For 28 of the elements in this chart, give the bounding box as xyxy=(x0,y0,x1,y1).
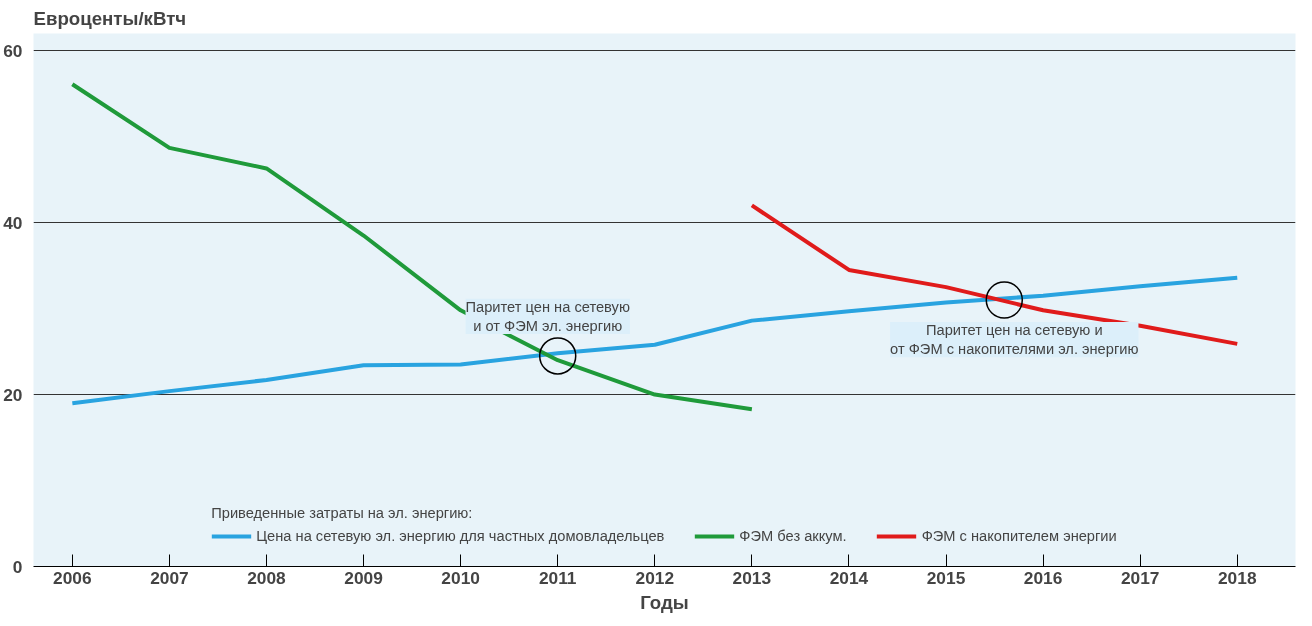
x-tick-label: 2016 xyxy=(1023,567,1063,588)
line-series xyxy=(749,203,1240,346)
x-tick-label: 2008 xyxy=(247,567,287,588)
line-series xyxy=(70,275,1240,406)
y-tick-label: 60 xyxy=(3,40,23,61)
legend-label: ФЭМ с накопителем энергии xyxy=(921,528,1117,544)
legend-title: Приведенные затраты на эл. энергию: xyxy=(211,505,474,521)
y-tick-label: 40 xyxy=(3,212,23,233)
y-tick-label: 20 xyxy=(3,384,23,405)
legend-label: Цена на сетевую эл. энергию для частных домовладельцев xyxy=(256,528,665,544)
x-tick-label: 2015 xyxy=(926,567,966,588)
line-series xyxy=(70,82,754,412)
x-tick-label: 2010 xyxy=(441,567,480,588)
legend-label: ФЭМ без аккум. xyxy=(739,528,847,544)
y-tick-label: 0 xyxy=(12,556,23,577)
x-tick-label: 2009 xyxy=(344,567,383,588)
x-tick-label: 2007 xyxy=(150,567,189,588)
x-tick-label: 2012 xyxy=(635,567,675,588)
annotation: Паритет цен на сетевую и от ФЭМ с накопителями эл. энергию xyxy=(890,322,1139,358)
x-tick-label: 2018 xyxy=(1217,567,1257,588)
x-tick-label: 2006 xyxy=(53,567,92,588)
annotation: Паритет цен на сетевую и от ФЭМ эл. энергию xyxy=(465,298,630,334)
x-tick-label: 2017 xyxy=(1120,567,1160,588)
y-axis-title: Евроценты/кВтч xyxy=(33,7,187,29)
x-tick-label: 2013 xyxy=(732,567,772,588)
x-tick-label: 2014 xyxy=(829,567,869,588)
x-axis-title: Годы xyxy=(640,591,689,613)
x-tick-label: 2011 xyxy=(538,567,577,588)
